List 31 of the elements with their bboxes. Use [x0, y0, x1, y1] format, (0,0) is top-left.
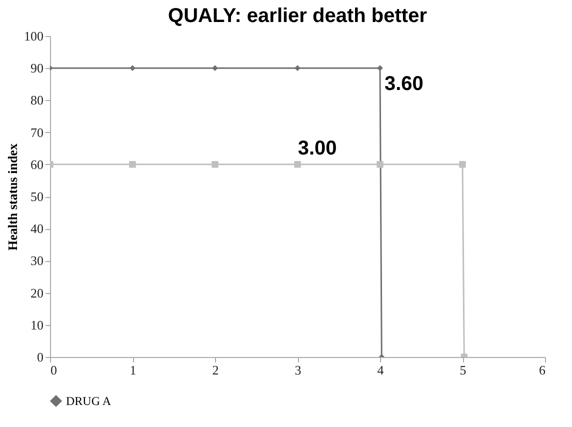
y-tick-label: 100 [24, 28, 44, 44]
point [294, 161, 301, 168]
point [376, 161, 384, 168]
y-tick-label: 80 [30, 92, 44, 108]
annotation: 3.60 [384, 73, 424, 96]
y-tick-label: 40 [30, 221, 44, 236]
point [130, 65, 136, 72]
x-tick-label: 2 [212, 362, 219, 378]
y-tick-label: 10 [30, 317, 44, 332]
point [459, 161, 466, 168]
y-tick-label: 20 [30, 285, 44, 300]
y-tick-label: 0 [37, 350, 44, 364]
y-tick-label: 70 [30, 124, 44, 140]
x-tick-label: 0 [50, 362, 57, 378]
chart-title: QUALY: earlier death better [168, 5, 428, 27]
y-tick-label: 60 [30, 156, 44, 172]
legend-label: DRUG A [66, 394, 112, 408]
y-tick-label: 30 [30, 253, 44, 268]
point [129, 161, 136, 168]
annotation: 3.00 [298, 137, 337, 160]
point [212, 161, 218, 168]
x-tick-label: 1 [130, 362, 136, 378]
point [212, 65, 218, 72]
x-tick-label: 6 [539, 362, 546, 378]
y-tick-label: 50 [30, 189, 44, 204]
y-tick-label: 90 [30, 60, 44, 76]
x-tick-label: 3 [294, 362, 302, 378]
x-tick-label: 5 [460, 362, 466, 378]
y-axis-title: Health status index [5, 143, 20, 250]
point [294, 65, 300, 72]
x-tick-label: 4 [377, 362, 384, 378]
